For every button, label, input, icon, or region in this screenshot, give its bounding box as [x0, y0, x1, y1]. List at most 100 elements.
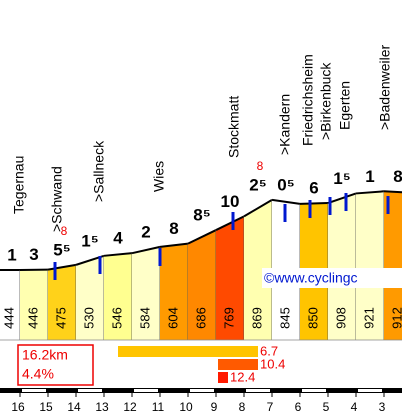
- profile-segment: [76, 255, 104, 340]
- elevation-label: 908: [333, 307, 348, 329]
- distribution-bar: [218, 359, 258, 370]
- place-label: >Badenweiler: [377, 44, 393, 130]
- max-gradient-label: 8: [257, 159, 264, 173]
- x-tick-label: 4: [351, 400, 358, 414]
- distribution-bar: [118, 346, 258, 357]
- gradient-label: 4: [113, 229, 123, 248]
- profile-edge: [215, 215, 245, 231]
- place-label: Friedrichsheim: [300, 54, 316, 146]
- elevation-label: 475: [53, 307, 68, 329]
- profile-edge: [327, 192, 357, 204]
- place-label: >Schwand: [49, 166, 65, 232]
- gradient-label: 10: [221, 192, 240, 211]
- gradient-label: 8⁵: [193, 206, 210, 225]
- ruler-gap: [358, 389, 382, 392]
- gradient-label: 1: [365, 167, 374, 186]
- profile-edge: [383, 190, 402, 194]
- x-tick-label: 13: [95, 400, 109, 414]
- summary-box: [17, 344, 94, 386]
- gradient-label: 6: [309, 178, 318, 197]
- gradient-label: 1⁵: [81, 231, 98, 250]
- gradient-label: 0⁵: [277, 175, 294, 194]
- ruler-gap: [22, 389, 46, 392]
- profile-segment: [160, 243, 188, 340]
- profile-segment: [384, 191, 402, 340]
- gradient-label: 1: [7, 245, 16, 264]
- x-tick-label: 7: [267, 400, 274, 414]
- elevation-label: 686: [193, 307, 208, 329]
- ruler-gap: [246, 389, 270, 392]
- profile-segment: [0, 270, 20, 340]
- profile-edge: [299, 202, 329, 205]
- gradient-label: 2: [141, 222, 150, 241]
- distribution-bar: [218, 372, 228, 383]
- profile-segment: [104, 253, 132, 340]
- elevation-label: 921: [361, 307, 376, 329]
- distance: 16.2km: [22, 347, 68, 363]
- distribution-label: 10.4: [260, 356, 285, 371]
- place-label: Wies: [151, 161, 167, 192]
- profile-segment: [20, 269, 48, 340]
- max-gradient-label: 8: [61, 224, 68, 238]
- x-tick-label: 11: [152, 400, 165, 414]
- profile-edge: [271, 198, 301, 205]
- elevation-label: 869: [249, 307, 264, 329]
- elevation-label: 530: [81, 307, 96, 329]
- ruler-gap: [302, 389, 326, 392]
- average-gradient: 4.4%: [22, 366, 54, 382]
- x-tick-label: 3: [379, 400, 386, 414]
- gradient-label: 3: [29, 245, 38, 264]
- profile-segment: [216, 216, 244, 340]
- x-tick-label: 9: [211, 400, 218, 414]
- x-tick-label: 10: [179, 400, 193, 414]
- x-tick-label: 16: [11, 400, 25, 414]
- x-tick-label: 15: [39, 400, 53, 414]
- distribution-label: 6.7: [260, 343, 278, 358]
- x-tick-label: 12: [123, 400, 137, 414]
- x-tick-label: 8: [239, 400, 246, 414]
- gradient-label: 8: [393, 167, 402, 186]
- ruler-gap: [134, 389, 158, 392]
- elevation-label: 604: [165, 307, 180, 329]
- gradient-label: 2⁵: [249, 175, 266, 194]
- credit-bg: [262, 268, 402, 288]
- elevation-label: 769: [221, 307, 236, 329]
- place-label: Egerten: [337, 81, 353, 130]
- profile-segment: [328, 193, 356, 340]
- place-label: >Kandern: [277, 94, 293, 155]
- profile-segment: [132, 246, 160, 340]
- elevation-label: 446: [25, 307, 40, 329]
- elevation-label: 912: [389, 307, 402, 329]
- profile-edge: [131, 245, 161, 255]
- profile-segment: [244, 199, 272, 340]
- gradient-label: 8: [169, 219, 178, 238]
- place-label: >Birkenbuck: [318, 62, 334, 140]
- profile-edge: [47, 263, 77, 271]
- place-label: Tegernau: [11, 156, 27, 214]
- elevation-label: 546: [109, 307, 124, 329]
- ruler-gap: [190, 389, 214, 392]
- profile-segment: [48, 264, 76, 340]
- x-tick-label: 5: [323, 400, 330, 414]
- place-label: Stockmatt: [226, 96, 242, 158]
- elevation-label: 845: [277, 307, 292, 329]
- profile-edge: [355, 190, 385, 195]
- profile-edge: [103, 252, 133, 257]
- gradient-label: 5⁵: [53, 240, 70, 259]
- profile-edge: [187, 229, 217, 245]
- elevation-label: 444: [1, 307, 16, 329]
- elevation-label: 850: [305, 307, 320, 329]
- gradient-label: 1⁵: [333, 169, 350, 188]
- credit: ©www.cyclingc: [264, 270, 358, 286]
- profile-edge: [243, 199, 273, 218]
- elevation-label: 584: [137, 307, 152, 329]
- x-tick-label: 6: [295, 400, 302, 414]
- distribution-label: 12.4: [230, 369, 255, 384]
- place-label: >Sallneck: [91, 140, 107, 202]
- profile-edge: [159, 242, 189, 248]
- profile-segment: [188, 230, 216, 340]
- x-tick-label: 14: [67, 400, 81, 414]
- profile-segment: [356, 191, 384, 340]
